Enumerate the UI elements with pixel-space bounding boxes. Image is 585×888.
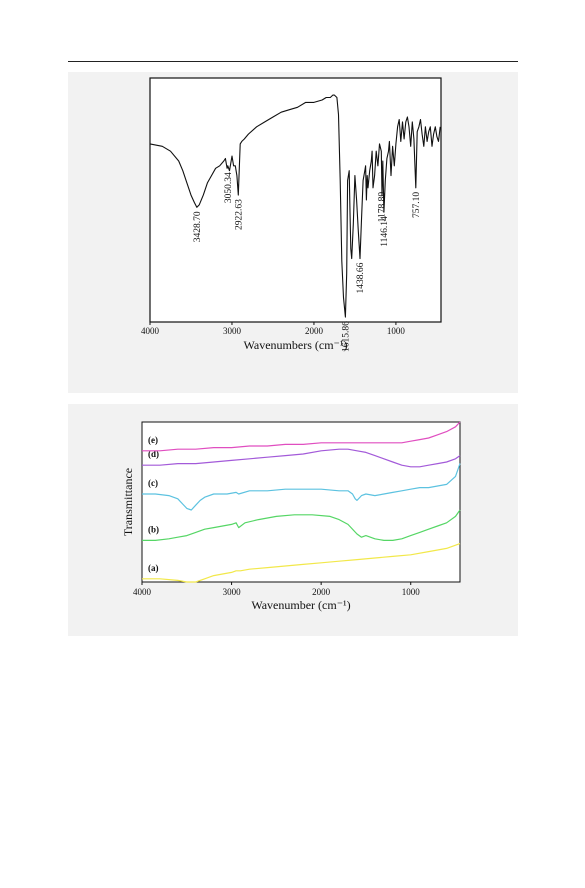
x-tick-label: 3000	[223, 326, 242, 336]
x-axis-label: Wavenumber (cm⁻¹)	[251, 598, 350, 612]
x-tick-label: 2000	[305, 326, 324, 336]
peak-label: 1146.14	[380, 216, 390, 247]
series-line-c	[142, 463, 461, 511]
series-line-b	[142, 509, 461, 541]
ftir-chart-panel: 4000 3000 2000 1000 Wavenumbers (cm⁻¹) 3428.7…	[68, 72, 518, 393]
series-label: (b)	[148, 524, 159, 534]
peak-label: 757.10	[412, 192, 422, 218]
series-label: (e)	[148, 435, 158, 445]
series-label: (a)	[148, 563, 159, 573]
peak-label: 1178.80	[377, 192, 387, 223]
peak-label: 3428.70	[193, 211, 203, 242]
x-tick-label: 4000	[141, 326, 160, 336]
series-line-a	[142, 543, 461, 583]
peak-label: 1615.86	[341, 321, 351, 352]
series-line-0	[149, 94, 441, 318]
plot-frame	[141, 421, 461, 583]
page-top-rule	[68, 61, 518, 62]
plot-frame	[149, 77, 442, 323]
y-axis-label: Transmittance	[121, 468, 135, 536]
transmittance-comparison-chart: 4000 3000 2000 1000 Wavenumber (cm⁻¹) Transmi…	[121, 421, 461, 612]
x-tick-label: 4000	[133, 587, 152, 597]
series-label: (d)	[148, 449, 159, 459]
series-line-d	[142, 448, 461, 468]
x-axis-label: Wavenumbers (cm⁻¹)	[244, 338, 348, 352]
x-tick-label: 3000	[223, 587, 242, 597]
transmittance-chart-panel: 4000 3000 2000 1000 Wavenumber (cm⁻¹) Transmi…	[68, 404, 518, 636]
series-line-e	[142, 421, 461, 452]
peak-label: 2922.63	[234, 199, 244, 230]
ftir-spectrum-chart: 4000 3000 2000 1000 Wavenumbers (cm⁻¹) 3428.7…	[141, 77, 442, 352]
peak-label: 1438.66	[356, 262, 366, 293]
x-tick-label: 2000	[312, 587, 331, 597]
x-tick-label: 1000	[402, 587, 421, 597]
x-tick-label: 1000	[387, 326, 406, 336]
series-label: (c)	[148, 478, 158, 488]
peak-label: 3050.34	[224, 172, 234, 203]
